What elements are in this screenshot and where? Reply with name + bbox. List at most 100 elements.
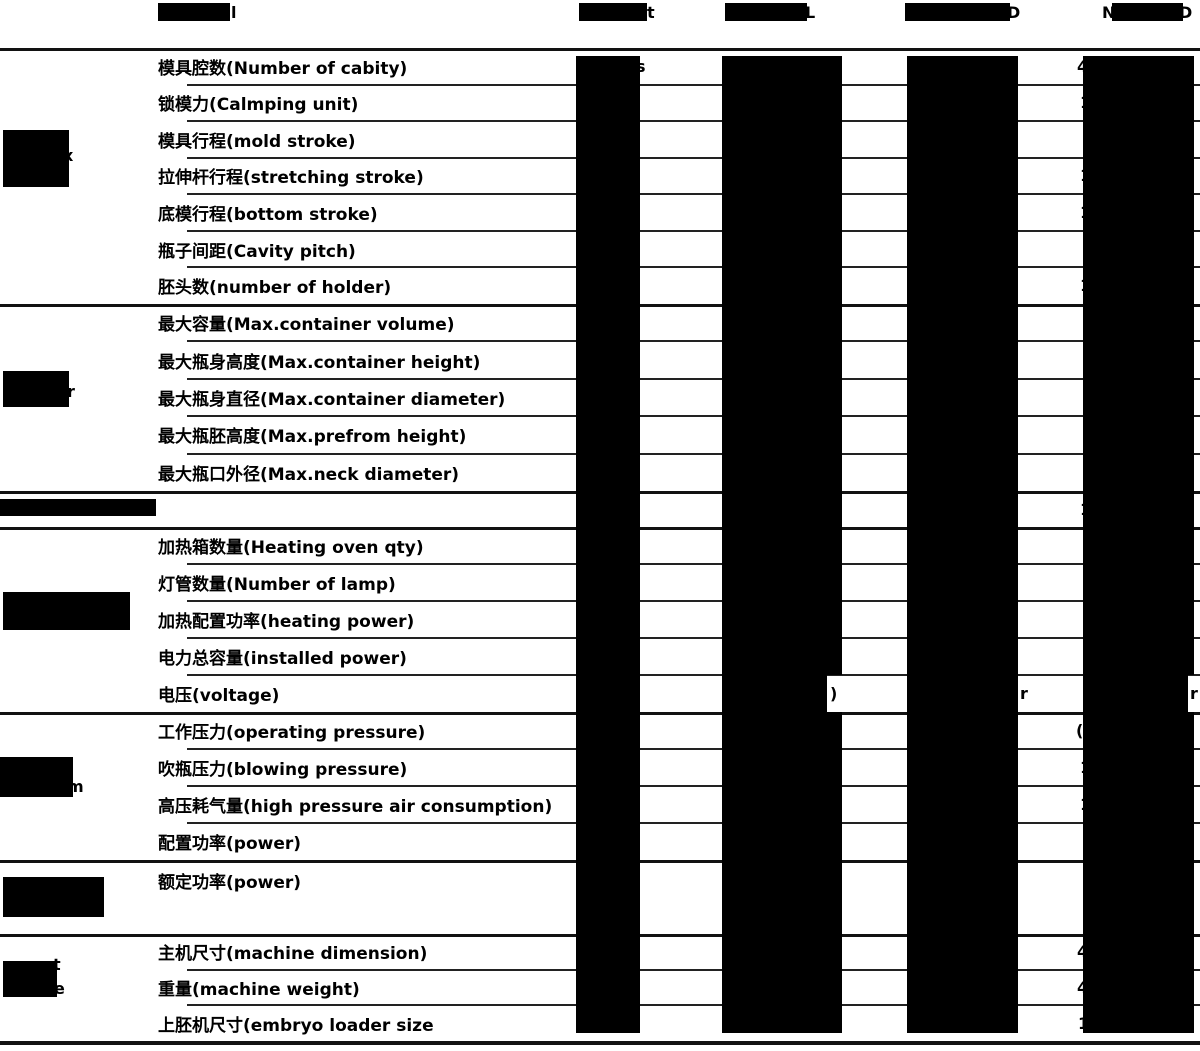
cell-redaction-bar: [1083, 416, 1194, 454]
cell-redaction-bar: [722, 601, 842, 638]
row-separator-line: [187, 822, 1200, 824]
cell-redaction-bar: [1083, 267, 1194, 304]
cell-redaction-bar: [1083, 341, 1194, 379]
row-label: 胚头数(number of holder): [158, 278, 392, 299]
cell-redaction-bar: [907, 860, 1018, 934]
cell-redaction-bar: [576, 527, 640, 564]
cell-redaction-bar: [907, 823, 1018, 860]
cell-redaction-bar: [576, 84, 640, 122]
cell-redaction-bar: [576, 56, 640, 85]
cell-redaction-bar: [1083, 969, 1194, 1006]
cell-redaction-bar: [576, 749, 640, 786]
cell-redaction-bar: [907, 527, 1018, 564]
cell-redaction-bar: [576, 378, 640, 417]
cell-redaction-bar: [1083, 638, 1194, 675]
cell-redaction-bar: [576, 194, 640, 231]
cell-redaction-bar: [722, 712, 842, 749]
group-border-line: [0, 48, 1200, 51]
row-label: 额定功率(power): [158, 872, 302, 893]
cell-redaction-bar: [722, 786, 842, 823]
cell-redaction-bar: [576, 712, 640, 749]
cell-redaction-bar: [1083, 786, 1194, 823]
model-1-header-suffix-fragment: t: [647, 2, 655, 22]
row-label: 最大瓶口外径(Max.neck diameter): [158, 464, 460, 485]
model-column-header-suffix-fragment: l: [231, 2, 237, 22]
row-label: 电压(voltage): [158, 686, 280, 706]
row-label: 高压耗气量(high pressure air consumption): [158, 797, 553, 817]
row-label: 主机尺寸(machine dimension): [158, 944, 428, 965]
row-separator-line: [187, 452, 1200, 455]
cell-redaction-bar: [576, 416, 640, 454]
cell-redaction-bar: [907, 267, 1018, 304]
category-redaction-box: [0, 499, 156, 516]
cell-redaction-bar: [576, 157, 640, 195]
cell-redaction-bar: [722, 860, 842, 934]
cell-redaction-bar: [907, 638, 1018, 675]
cell-redaction-bar: [576, 969, 640, 1006]
cell-redaction-bar: [907, 564, 1018, 601]
cell-redaction-bar: [1083, 378, 1194, 417]
cell-redaction-bar: [576, 638, 640, 675]
cell-redaction-bar: [722, 267, 842, 304]
row-label: 锁模力(Calmping unit): [158, 95, 359, 116]
cell-redaction-bar: [1083, 564, 1194, 601]
cell-redaction-bar: [722, 749, 842, 786]
cell-redaction-bar: [907, 934, 1018, 970]
row-label: 上胚机尺寸(embryo loader size: [158, 1015, 434, 1036]
row-label: 吹瓶压力(blowing pressure): [158, 760, 408, 780]
model-1-header-redaction-bar: [579, 3, 647, 21]
row-label: 最大瓶胚高度(Max.prefrom height): [158, 427, 467, 448]
cell-redaction-bar: [1083, 157, 1194, 195]
cell-redaction-bar: [722, 969, 842, 1006]
cell-redaction-bar: [722, 823, 842, 860]
category-redaction-box: [0, 757, 73, 797]
row-separator-line: [187, 340, 1200, 343]
cell-redaction-bar: [722, 341, 842, 379]
cell-redaction-bar: [722, 527, 842, 564]
cell-redaction-bar: [722, 121, 842, 158]
model-2-header-redaction-bar: [725, 3, 807, 21]
model-3-header-redaction-bar: [905, 3, 1010, 21]
row-label: 灯管数量(Number of lamp): [158, 575, 396, 595]
cell-right-fragment: r: [1020, 684, 1028, 703]
cell-redaction-bar: [576, 786, 640, 823]
cell-redaction-bar: [907, 230, 1018, 268]
cell-redaction-bar: [576, 304, 640, 342]
cell-redaction-bar: [722, 304, 842, 342]
row-separator-line: [187, 156, 1200, 159]
cell-redaction-bar: [907, 341, 1018, 379]
cell-redaction-bar: [907, 157, 1018, 195]
row-label: 加热配置功率(heating power): [158, 612, 415, 632]
cell-redaction-bar: [576, 934, 640, 970]
row-separator-line: [187, 785, 1200, 787]
cell-redaction-bar: [1083, 84, 1194, 122]
model-3-header-suffix-fragment: D: [1007, 2, 1021, 22]
cell-redaction-bar: [576, 860, 640, 934]
cell-redaction-bar: [907, 749, 1018, 786]
category-redaction-box: [3, 592, 130, 630]
row-label: 底模行程(bottom stroke): [158, 205, 378, 226]
row-label: 最大容量(Max.container volume): [158, 315, 455, 336]
cell-redaction-bar: [576, 823, 640, 860]
model-4-header-redaction-bar: [1112, 3, 1183, 21]
cell-redaction-bar: [1083, 749, 1194, 786]
cell-left-fragment: 4: [1077, 970, 1088, 1006]
cell-redaction-bar: [722, 56, 842, 85]
row-separator-line: [187, 1004, 1200, 1007]
row-separator-line: [187, 637, 1200, 639]
cell-redaction-bar: [1083, 601, 1194, 638]
row-separator-line: [187, 674, 1200, 676]
cell-redaction-bar: [907, 416, 1018, 454]
row-label: 拉伸杆行程(stretching stroke): [158, 168, 424, 189]
row-separator-line: [187, 266, 1200, 269]
cell-redaction-bar: [1083, 934, 1194, 970]
cell-redaction-bar: [1083, 56, 1194, 85]
category-label-fragment: r: [67, 382, 75, 401]
cell-redaction-bar: [1083, 1005, 1194, 1033]
row-separator-line: [187, 120, 1200, 123]
cell-redaction-bar: [722, 194, 842, 231]
cell-redaction-bar: [1083, 194, 1194, 231]
row-separator-line: [187, 229, 1200, 232]
cell-redaction-bar: [722, 638, 842, 675]
